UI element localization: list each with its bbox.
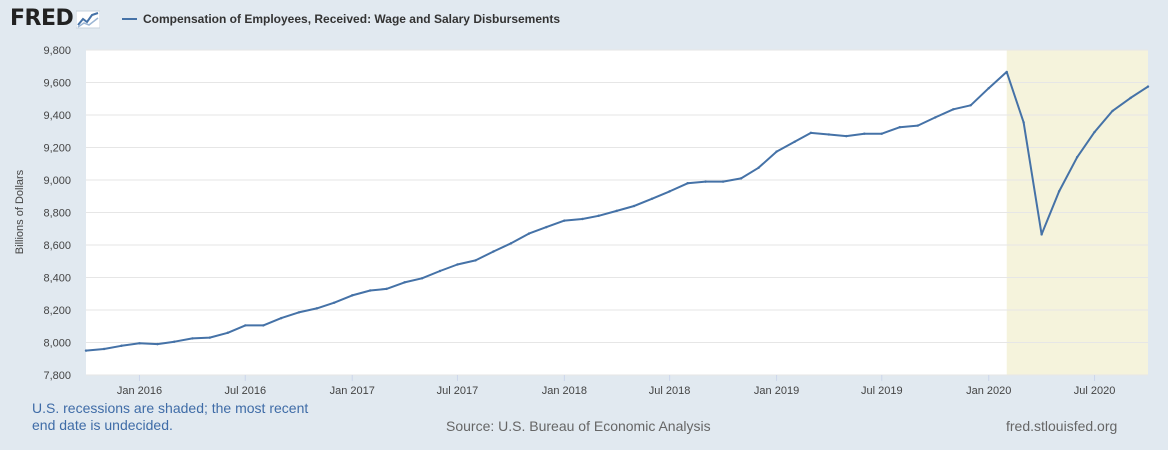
site-link[interactable]: fred.stlouisfed.org bbox=[1006, 418, 1118, 434]
y-tick-label: 8,800 bbox=[43, 208, 71, 220]
data-point bbox=[686, 182, 689, 185]
x-tick-label: Jan 2016 bbox=[117, 385, 162, 397]
data-point bbox=[1040, 233, 1043, 236]
x-tick-label: Jan 2017 bbox=[330, 385, 375, 397]
data-point bbox=[1075, 156, 1079, 159]
data-point bbox=[545, 225, 548, 229]
data-point bbox=[1093, 130, 1096, 134]
data-point bbox=[527, 232, 531, 235]
data-point bbox=[191, 337, 194, 340]
y-tick-label: 8,000 bbox=[43, 338, 71, 350]
data-point bbox=[650, 197, 654, 200]
data-point bbox=[156, 342, 159, 346]
x-tick-label: Jan 2019 bbox=[754, 385, 799, 397]
data-point bbox=[668, 190, 671, 193]
data-point bbox=[1146, 85, 1150, 88]
recession-note: U.S. recessions are shaded; the most rec… bbox=[32, 400, 309, 433]
data-point bbox=[952, 108, 955, 111]
data-point bbox=[280, 316, 283, 320]
data-point bbox=[739, 177, 743, 180]
data-point bbox=[351, 294, 354, 297]
y-tick-label: 9,000 bbox=[43, 175, 71, 187]
x-tick-label: Jul 2017 bbox=[437, 385, 479, 397]
y-tick-label: 8,400 bbox=[43, 273, 71, 285]
x-tick-label: Jul 2016 bbox=[224, 385, 266, 397]
y-tick-label: 8,600 bbox=[43, 240, 71, 252]
data-point bbox=[297, 311, 300, 314]
data-point bbox=[969, 104, 972, 107]
data-point bbox=[509, 242, 513, 245]
data-point bbox=[898, 125, 901, 129]
data-point bbox=[420, 277, 424, 280]
data-point bbox=[721, 180, 725, 183]
data-point bbox=[244, 324, 247, 327]
data-point bbox=[120, 344, 123, 347]
trend-graph-icon bbox=[76, 10, 101, 28]
x-axis: Jan 2016 Jul 2016 Jan 2017 Jul 2017 Jan 2018… bbox=[117, 375, 1115, 397]
data-point bbox=[775, 150, 778, 153]
data-point bbox=[438, 269, 442, 273]
data-point bbox=[1057, 190, 1061, 193]
data-point bbox=[173, 340, 176, 343]
series-layer bbox=[84, 70, 1150, 352]
data-point bbox=[208, 336, 212, 339]
data-point bbox=[1129, 96, 1132, 100]
data-point bbox=[757, 166, 760, 170]
data-point bbox=[1111, 109, 1114, 113]
grid-layer bbox=[86, 49, 1148, 376]
y-tick-label: 8,200 bbox=[43, 305, 71, 317]
y-tick-label: 9,200 bbox=[43, 143, 71, 155]
legend-label: Compensation of Employees, Received: Wag… bbox=[143, 12, 561, 26]
x-tick-label: Jul 2018 bbox=[649, 385, 691, 397]
data-point bbox=[597, 214, 600, 217]
y-axis: 7,800 8,000 8,200 8,400 8,600 8,800 9,000 9,200… bbox=[43, 45, 71, 382]
y-tick-label: 7,800 bbox=[43, 370, 71, 382]
x-tick-label: Jan 2018 bbox=[542, 385, 587, 397]
data-point bbox=[1022, 121, 1025, 124]
y-tick-label: 9,800 bbox=[43, 45, 71, 57]
x-tick-label: Jul 2020 bbox=[1074, 385, 1116, 397]
fred-logo[interactable]: FRED bbox=[10, 6, 101, 31]
y-tick-label: 9,600 bbox=[43, 78, 71, 90]
data-point bbox=[987, 86, 990, 90]
data-point bbox=[793, 140, 796, 144]
data-point bbox=[369, 289, 372, 292]
data-point bbox=[456, 263, 459, 266]
data-point bbox=[138, 342, 141, 345]
data-point bbox=[880, 132, 883, 135]
x-tick-label: Jul 2019 bbox=[861, 385, 903, 397]
data-point bbox=[563, 219, 566, 222]
data-point bbox=[827, 133, 831, 136]
data-point bbox=[262, 324, 265, 327]
data-point bbox=[845, 134, 848, 138]
data-point bbox=[315, 307, 318, 310]
data-point bbox=[474, 259, 477, 262]
data-point bbox=[333, 301, 336, 304]
y-axis-label: Billions of Dollars bbox=[14, 169, 26, 254]
data-point bbox=[84, 349, 88, 352]
y-tick-label: 9,400 bbox=[43, 110, 71, 122]
data-point bbox=[863, 132, 866, 135]
data-point bbox=[226, 331, 230, 334]
data-point bbox=[385, 287, 388, 291]
data-point bbox=[102, 347, 106, 351]
data-point bbox=[809, 131, 813, 135]
data-point bbox=[581, 217, 584, 221]
data-point bbox=[704, 180, 707, 183]
data-point bbox=[1005, 70, 1008, 74]
legend-swatch bbox=[122, 18, 137, 20]
data-point bbox=[916, 124, 920, 127]
data-point bbox=[403, 281, 406, 284]
data-point bbox=[615, 209, 618, 213]
data-point bbox=[492, 250, 495, 253]
source-text: Source: U.S. Bureau of Economic Analysis bbox=[446, 418, 711, 434]
chart-legend: Compensation of Employees, Received: Wag… bbox=[122, 12, 560, 26]
data-point bbox=[934, 116, 937, 119]
fred-logo-text: FRED bbox=[10, 6, 74, 31]
x-tick-label: Jan 2020 bbox=[966, 385, 1011, 397]
data-point bbox=[632, 204, 636, 208]
